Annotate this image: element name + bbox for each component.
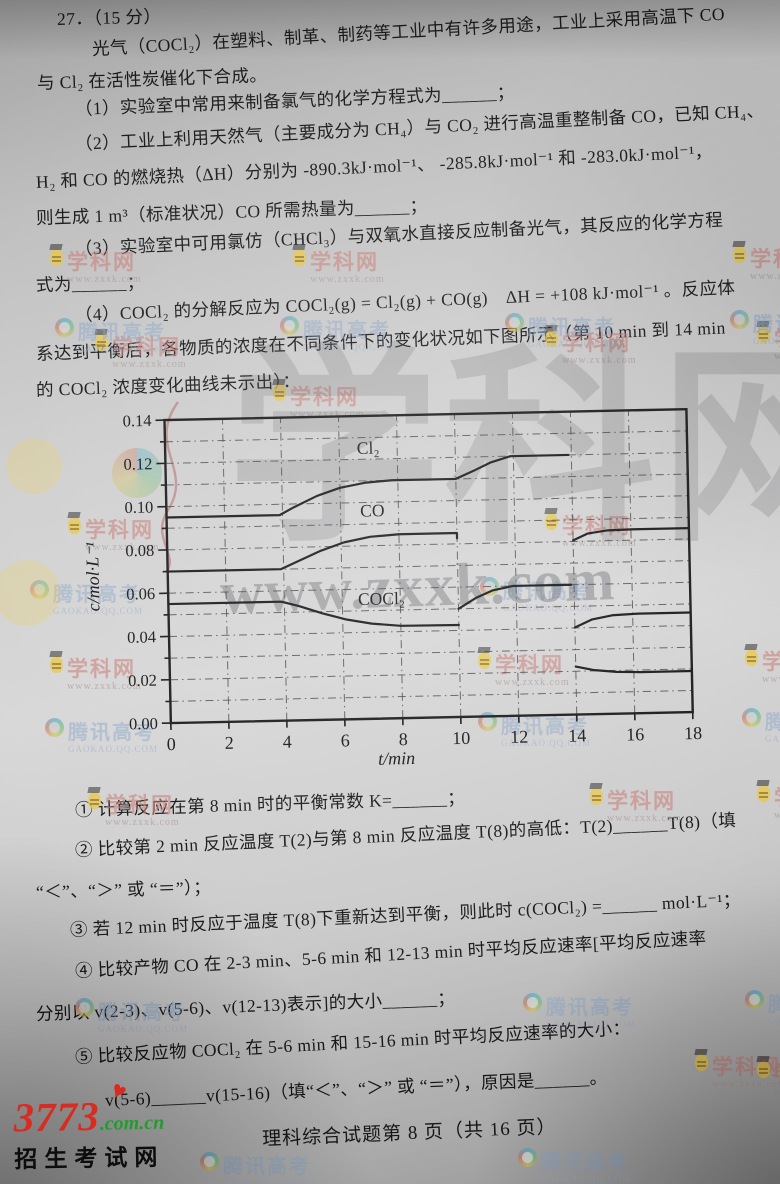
v-gridline — [511, 412, 520, 716]
tencent-circle-icon — [523, 993, 542, 1012]
logo-domain: .com.cn — [99, 1111, 165, 1135]
y-tick-label: 0.12 — [123, 454, 152, 474]
v-gridline — [337, 416, 346, 720]
series-label: CO — [360, 500, 385, 521]
x-tick-label: 4 — [283, 732, 292, 752]
series-COCl₂ — [167, 600, 460, 627]
series-COCl₂ — [574, 665, 693, 674]
intro-line: 光气（COCl₂）在塑料、制革、制药等工业中有许多用途，工业上采用高温下 CO — [91, 3, 726, 59]
series-label: Cl₂ — [357, 437, 380, 457]
h-gridline — [170, 689, 693, 702]
mascot-watermark-blob — [0, 560, 60, 626]
h-gridline — [166, 516, 689, 529]
y-tick-label: 0.04 — [127, 627, 156, 647]
item-4-line: 分别以 v(2-3)、v(5-6)、v(12-13)表示]的大小______； — [35, 987, 456, 1024]
y-tick-label: 0.14 — [122, 411, 151, 431]
chart-svg: 0.00 0.02 0.04 0.06 0.08 0.10 0.12 0.14 0 2 4 6 8 10 1… — [82, 407, 702, 769]
series-CO — [457, 583, 573, 610]
item-1: ① 计算反应在第 8 min 时的平衡常数 K=______； — [74, 787, 466, 820]
bee-mascot-icon — [293, 249, 306, 266]
h-gridline — [169, 625, 691, 637]
bee-mascot-icon — [50, 249, 63, 266]
tencent-circle-icon — [200, 1152, 219, 1171]
site-logo-3773: 3773.com.cn ♥ 招生考试网 — [13, 1077, 165, 1175]
x-tick-label: 6 — [341, 730, 350, 750]
h-gridline — [168, 603, 691, 616]
sub-question-3-line: 式为______； — [35, 272, 145, 295]
y-tick-label: 0.08 — [125, 541, 154, 561]
h-gridline — [164, 430, 687, 443]
bee-mascot-icon — [757, 1061, 770, 1078]
y-tick-label: 0.00 — [129, 714, 158, 734]
h-gridline — [167, 538, 690, 551]
x-tick-label: 0 — [167, 734, 176, 754]
bee-mascot-icon — [695, 1054, 708, 1071]
x-tick-label: 14 — [568, 725, 586, 745]
series-CO — [166, 531, 459, 573]
series-Cl₂ — [165, 453, 570, 519]
x-tick-label: 12 — [510, 727, 528, 747]
item-5-line: ⑤ 比较反应物 COCl₂ 在 5-6 min 和 15-16 min 时平均反… — [74, 1017, 632, 1067]
v-gridline — [221, 418, 230, 722]
h-gridline — [169, 668, 692, 681]
logo-site-name: 招生考试网 — [14, 1144, 165, 1173]
bee-mascot-icon — [757, 326, 770, 343]
item-5-line: v(5-6)______v(15-16)（填“＜”、“＞” 或 “＝”），原因是… — [104, 1067, 608, 1110]
question-number: 27．（15 分） — [56, 6, 162, 29]
series-label: COCl₂ — [358, 588, 405, 609]
h-gridline — [166, 495, 689, 508]
v-gridline — [395, 415, 404, 719]
tencent-circle-icon — [30, 580, 49, 599]
series-Cl₂ — [572, 527, 690, 542]
y-tick-label: 0.06 — [126, 584, 155, 604]
y-axis-label: c/mol·L⁻¹ — [82, 542, 103, 612]
bee-mascot-icon — [733, 246, 746, 263]
concentration-time-chart: 0.00 0.02 0.04 0.06 0.08 0.10 0.12 0.14 0 2 4 6 8 10 1… — [51, 385, 769, 785]
h-gridline — [165, 451, 688, 464]
tencent-circle-icon — [518, 1148, 537, 1167]
v-gridline — [627, 410, 636, 714]
page-footer: 理科综合试题第 8 页（共 16 页） — [261, 1116, 557, 1151]
tencent-circle-icon — [730, 310, 749, 329]
bee-mascot-icon — [590, 788, 603, 805]
v-gridline — [569, 411, 578, 715]
item-2-line: “＜”、“＞” 或 “＝”）； — [35, 877, 212, 902]
plot-frame — [163, 407, 694, 725]
x-tick-label: 8 — [399, 729, 408, 749]
x-tick-label: 2 — [225, 733, 234, 753]
v-gridline — [453, 414, 462, 717]
x-axis-label: t/min — [378, 748, 415, 769]
x-tick-label: 10 — [452, 728, 470, 748]
tencent-circle-icon — [55, 318, 74, 337]
logo-number: 3773 — [13, 1092, 101, 1141]
y-tick-label: 0.10 — [124, 497, 153, 517]
x-tick-label: 18 — [684, 723, 702, 743]
h-gridline — [168, 581, 691, 594]
bee-mascot-icon — [757, 785, 770, 802]
series-CO — [573, 611, 692, 629]
h-gridline — [169, 646, 692, 659]
x-tick-label: 16 — [626, 724, 644, 744]
tencent-circle-icon — [745, 990, 764, 1009]
v-gridline — [279, 417, 288, 721]
y-tick-label: 0.02 — [128, 671, 157, 691]
